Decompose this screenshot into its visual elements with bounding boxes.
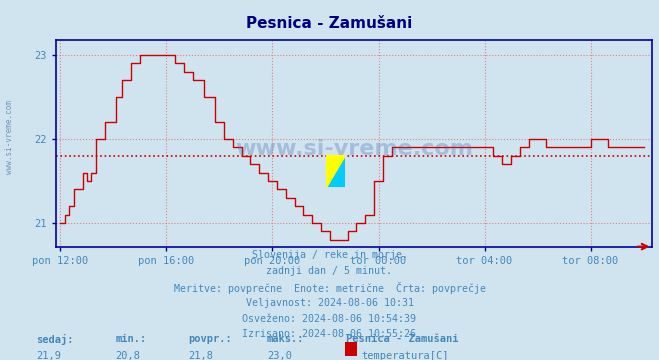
Text: 21,8: 21,8 bbox=[188, 351, 213, 360]
Text: maks.:: maks.: bbox=[267, 334, 304, 344]
Text: temperatura[C]: temperatura[C] bbox=[361, 351, 449, 360]
Text: Izrisano: 2024-08-06 10:55:26: Izrisano: 2024-08-06 10:55:26 bbox=[243, 329, 416, 339]
Text: povpr.:: povpr.: bbox=[188, 334, 231, 344]
Text: Veljavnost: 2024-08-06 10:31: Veljavnost: 2024-08-06 10:31 bbox=[246, 298, 413, 308]
Text: 20,8: 20,8 bbox=[115, 351, 140, 360]
Text: Slovenija / reke in morje.: Slovenija / reke in morje. bbox=[252, 250, 407, 260]
Polygon shape bbox=[326, 155, 345, 187]
Text: min.:: min.: bbox=[115, 334, 146, 344]
Polygon shape bbox=[326, 155, 345, 187]
Text: 21,9: 21,9 bbox=[36, 351, 61, 360]
Text: www.si-vreme.com: www.si-vreme.com bbox=[235, 139, 473, 159]
Text: Pesnica - Zamušani: Pesnica - Zamušani bbox=[346, 334, 459, 344]
Text: zadnji dan / 5 minut.: zadnji dan / 5 minut. bbox=[266, 266, 393, 276]
Text: Pesnica - Zamušani: Pesnica - Zamušani bbox=[246, 16, 413, 31]
Text: Osveženo: 2024-08-06 10:54:39: Osveženo: 2024-08-06 10:54:39 bbox=[243, 314, 416, 324]
Text: 23,0: 23,0 bbox=[267, 351, 292, 360]
Text: sedaj:: sedaj: bbox=[36, 334, 74, 345]
Text: Meritve: povprečne  Enote: metrične  Črta: povprečje: Meritve: povprečne Enote: metrične Črta:… bbox=[173, 282, 486, 294]
Text: www.si-vreme.com: www.si-vreme.com bbox=[5, 100, 14, 174]
